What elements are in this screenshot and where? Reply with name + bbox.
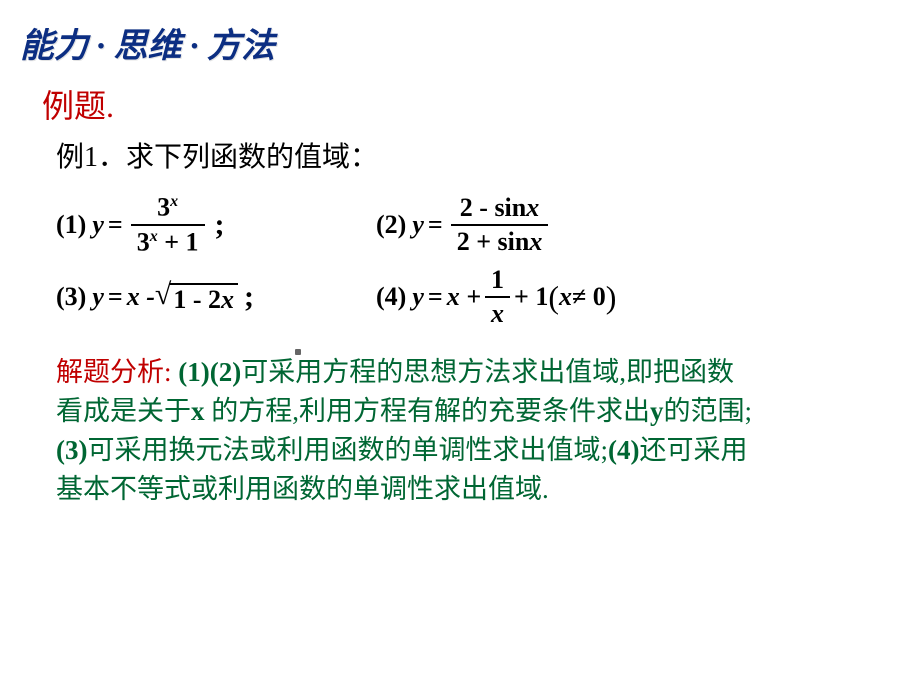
sqrt-text: 1 - 2 [173, 285, 221, 314]
frac-den-text: 2 + sin [457, 227, 530, 256]
analysis-y: y [650, 396, 664, 426]
problem-2: (2) y = 2 - sinx 2 + sinx [376, 194, 552, 257]
cond-open: ( [548, 279, 559, 316]
analysis-line3b: 可采用换元法或利用函数的单调性求出值域; [87, 435, 608, 465]
problem-row-1: (1) y = 3x 3x + 1 ; (2) y = 2 - sinx [56, 193, 920, 258]
problems-block: (1) y = 3x 3x + 1 ; (2) y = 2 - sinx [0, 175, 920, 329]
problem-4-pre: x + [447, 282, 481, 312]
sqrt-var: x [221, 285, 234, 314]
problem-2-denominator: 2 + sinx [451, 224, 549, 257]
problem-4: (4) y = x + 1 x + 1 ( x ≠ 0 ) [376, 266, 616, 329]
problem-4-numerator: 1 [485, 266, 510, 297]
problem-4-num: (4) [376, 282, 406, 312]
analysis-block: 解题分析: (1)(2)可采用方程的思想方法求出值域,即把函数 看成是关于x 的… [0, 337, 920, 510]
problem-2-lhs: y [412, 210, 424, 240]
problem-4-denominator: x [485, 296, 510, 329]
analysis-line1b: 可采用方程的思想方法求出值域,即把函数 [241, 357, 734, 387]
problem-3-num: (3) [56, 282, 86, 312]
equals-sign: = [108, 282, 123, 312]
frac-den-plus: + 1 [164, 228, 198, 257]
problem-2-fraction: 2 - sinx 2 + sinx [451, 194, 549, 257]
sqrt-body: 1 - 2x [169, 283, 238, 315]
analysis-x: x [191, 396, 211, 426]
frac-den-exp: x [150, 228, 158, 245]
equals-sign: = [428, 210, 443, 240]
equals-sign: = [108, 210, 123, 240]
frac-den-var: x [529, 227, 542, 256]
example-label: 例题. [0, 67, 920, 127]
problem-row-2: (3) y = x - √ 1 - 2x ; (4) y = x + 1 x +… [56, 266, 920, 329]
problem-4-lhs: y [412, 282, 424, 312]
problem-3-pre: x - [127, 282, 155, 312]
cond-var: x [559, 282, 572, 312]
analysis-4: (4) [608, 435, 639, 465]
analysis-label: 解题分析: [56, 357, 172, 387]
example-title: 例1．求下列函数的值域： [0, 127, 920, 175]
problem-1-numerator: 3x [151, 193, 184, 224]
equals-sign: = [428, 282, 443, 312]
problem-1: (1) y = 3x 3x + 1 ; [56, 193, 376, 258]
problem-3-sqrt: √ 1 - 2x [155, 280, 238, 315]
frac-num-base: 3 [157, 193, 170, 222]
frac-den-base: 3 [137, 228, 150, 257]
problem-4-post: + 1 [514, 282, 548, 312]
problem-3-lhs: y [92, 282, 104, 312]
cond-rel: ≠ 0 [572, 282, 606, 312]
analysis-3: (3) [56, 435, 87, 465]
problem-1-num: (1) [56, 210, 86, 240]
problem-1-lhs: y [92, 210, 104, 240]
slide-marker-icon [295, 349, 301, 355]
problem-1-tail: ; [215, 208, 225, 242]
analysis-line3d: 还可采用 [639, 435, 747, 465]
problem-1-denominator: 3x + 1 [131, 224, 205, 257]
page-header: 能力 · 思维 · 方法 [0, 0, 920, 67]
analysis-12: (1)(2) [172, 357, 242, 387]
problem-1-fraction: 3x 3x + 1 [131, 193, 205, 258]
frac-num-text: 2 - sin [460, 193, 526, 222]
cond-close: ) [606, 279, 617, 316]
problem-4-fraction: 1 x [485, 266, 510, 329]
analysis-line2b: 的方程,利用方程有解的充要条件求出 [211, 396, 650, 426]
problem-2-numerator: 2 - sinx [454, 194, 545, 225]
problem-3: (3) y = x - √ 1 - 2x ; [56, 280, 376, 315]
analysis-line2a: 看成是关于 [56, 396, 191, 426]
frac-num-exp: x [170, 193, 178, 210]
analysis-line4: 基本不等式或利用函数的单调性求出值域. [56, 474, 549, 504]
analysis-line2c: 的范围; [664, 396, 753, 426]
problem-3-tail: ; [244, 280, 254, 314]
problem-2-num: (2) [376, 210, 406, 240]
frac-num-var: x [526, 193, 539, 222]
